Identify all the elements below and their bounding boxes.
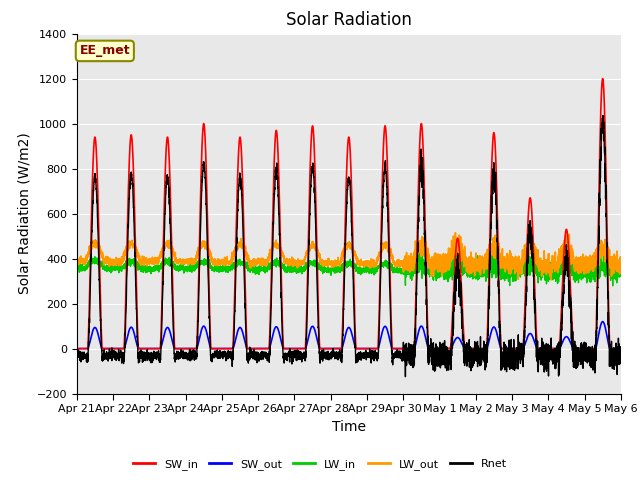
LW_in — [328, 267, 336, 273]
SW_in — [502, 346, 509, 351]
SW_out — [502, 346, 509, 351]
LW_in — [617, 271, 625, 276]
Title: Solar Radiation: Solar Radiation — [286, 11, 412, 29]
SW_out — [599, 319, 607, 324]
LW_out — [328, 260, 336, 266]
Line: LW_out: LW_out — [77, 233, 621, 280]
Text: EE_met: EE_met — [79, 44, 130, 58]
Line: Rnet: Rnet — [77, 116, 621, 377]
Line: LW_in: LW_in — [77, 250, 621, 286]
SW_in — [328, 346, 336, 351]
LW_out — [440, 264, 448, 269]
Rnet — [502, 360, 509, 365]
Y-axis label: Solar Radiation (W/m2): Solar Radiation (W/m2) — [17, 133, 31, 294]
LW_out — [452, 230, 460, 236]
LW_in — [471, 266, 479, 272]
LW_in — [171, 264, 179, 269]
Legend: SW_in, SW_out, LW_in, LW_out, Rnet: SW_in, SW_out, LW_in, LW_out, Rnet — [129, 455, 511, 474]
SW_in — [73, 346, 81, 351]
SW_out — [471, 346, 479, 351]
SW_in — [599, 76, 607, 82]
LW_out — [73, 256, 81, 262]
SW_out — [171, 346, 179, 351]
Rnet — [471, 339, 479, 345]
LW_out — [547, 277, 555, 283]
SW_in — [440, 346, 448, 351]
LW_in — [616, 273, 624, 279]
Rnet — [617, 358, 625, 363]
LW_out — [471, 273, 479, 278]
LW_out — [617, 259, 625, 265]
SW_out — [73, 346, 81, 351]
Rnet — [616, 358, 624, 364]
LW_in — [419, 247, 426, 253]
Rnet — [73, 351, 81, 357]
LW_in — [441, 261, 449, 267]
SW_in — [171, 344, 179, 350]
Rnet — [171, 354, 179, 360]
LW_in — [609, 283, 616, 288]
Line: SW_out: SW_out — [77, 322, 621, 348]
Rnet — [328, 352, 336, 358]
Rnet — [599, 113, 607, 119]
SW_out — [617, 346, 625, 351]
SW_out — [440, 346, 448, 351]
SW_out — [616, 346, 624, 351]
LW_out — [171, 253, 179, 259]
LW_out — [616, 261, 624, 267]
SW_out — [328, 346, 336, 351]
LW_in — [502, 270, 509, 276]
SW_in — [616, 346, 624, 351]
LW_out — [502, 256, 509, 262]
X-axis label: Time: Time — [332, 420, 366, 433]
LW_in — [73, 262, 81, 267]
Rnet — [441, 338, 449, 344]
Line: SW_in: SW_in — [77, 79, 621, 348]
SW_in — [617, 346, 625, 351]
SW_in — [471, 346, 479, 351]
Rnet — [401, 374, 409, 380]
